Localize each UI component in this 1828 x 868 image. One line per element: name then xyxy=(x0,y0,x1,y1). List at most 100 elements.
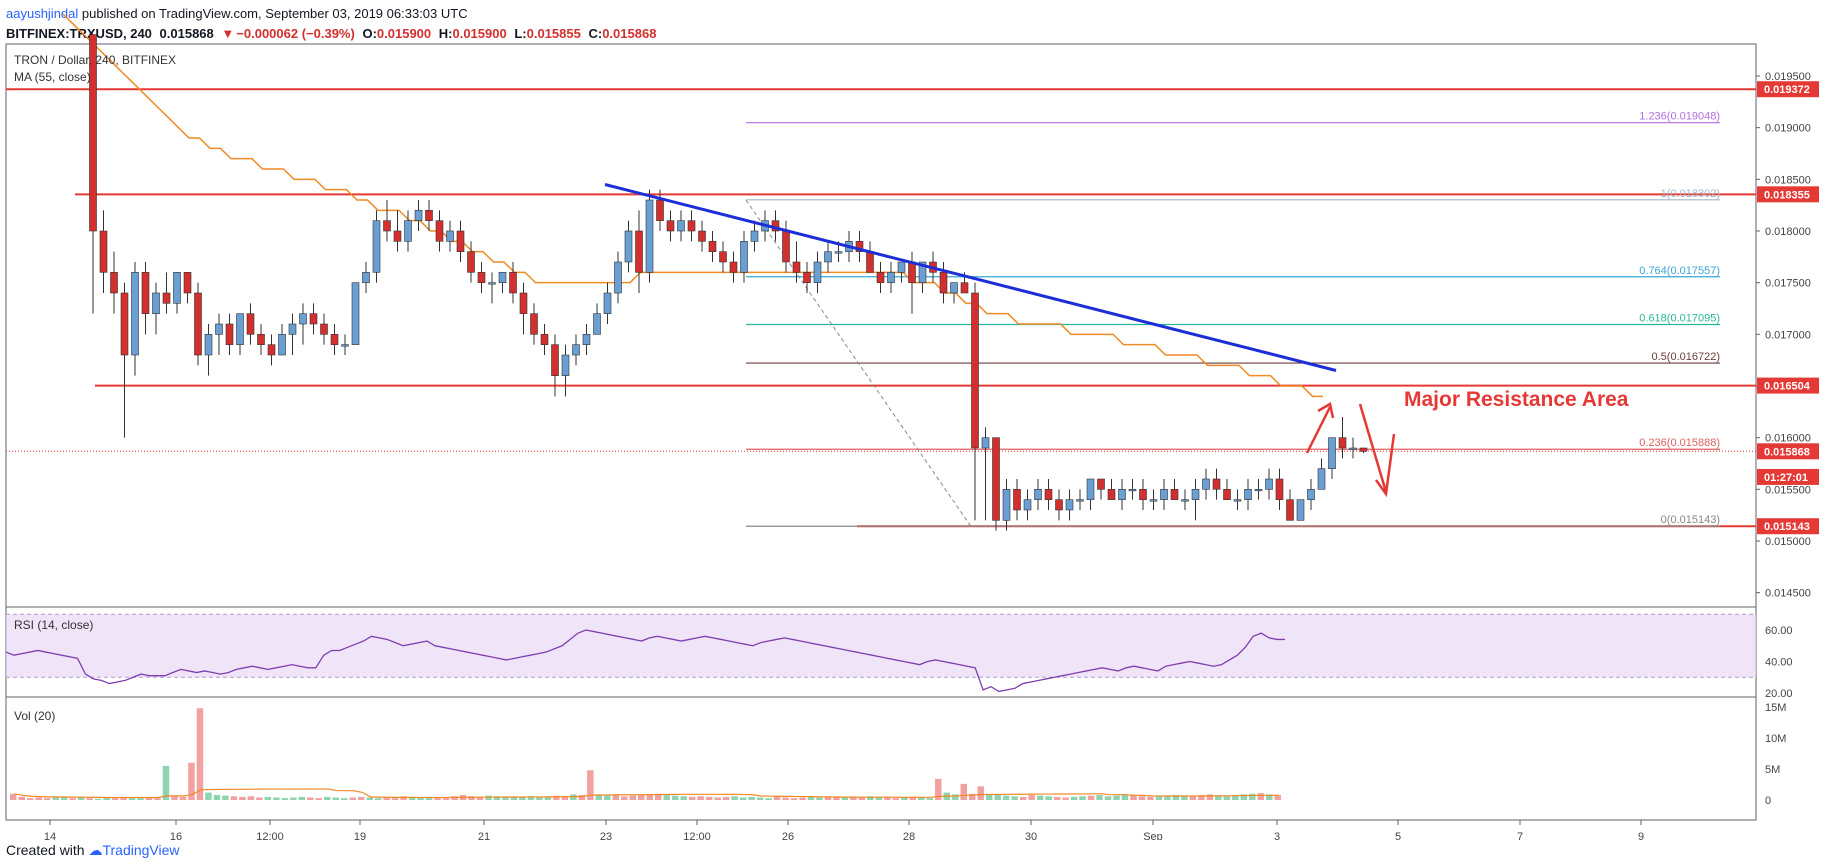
volume-bar xyxy=(841,797,849,800)
rsi-pane: 60.00 40.00 20.00 xyxy=(5,613,1793,700)
candle-body xyxy=(971,292,979,449)
fib-level-label: 0.5(0.016722) xyxy=(1652,351,1721,363)
candle-body xyxy=(1139,489,1147,500)
volume-bar xyxy=(705,796,713,800)
volume-bar xyxy=(909,796,917,800)
y-tick-label: 0.014500 xyxy=(1765,588,1811,600)
y-tick-label: 0.018500 xyxy=(1765,174,1811,186)
change-arrow-icon: ▼ xyxy=(221,26,235,41)
candle-body xyxy=(792,261,801,273)
candle-body xyxy=(351,282,360,345)
close-label: C: xyxy=(588,26,603,41)
published-text: published on TradingView.com, September … xyxy=(81,6,468,21)
volume-bar xyxy=(782,797,789,800)
volume-bar xyxy=(408,796,416,800)
candle-body xyxy=(288,323,297,335)
candle-body xyxy=(1349,447,1357,450)
candle-body xyxy=(1034,489,1042,500)
candle-body xyxy=(1023,499,1032,511)
volume-bar xyxy=(850,796,857,800)
volume-bar xyxy=(60,797,68,800)
volume-bar xyxy=(799,797,806,800)
price-tag-box xyxy=(1757,186,1819,203)
volume-bar xyxy=(52,796,59,800)
candle-body xyxy=(719,251,727,263)
price-tag-label: 01:27:01 xyxy=(1764,472,1808,484)
candle-body xyxy=(540,334,549,345)
candle-body xyxy=(1107,489,1116,500)
candle-body xyxy=(194,292,202,356)
volume-bar xyxy=(86,798,93,800)
volume-bar xyxy=(290,797,297,800)
author-link[interactable]: aayushjindal xyxy=(6,6,79,21)
candle-body xyxy=(572,344,580,356)
candle-body xyxy=(1202,478,1210,490)
volume-bar xyxy=(1096,795,1103,800)
candle-body xyxy=(645,199,654,273)
volume-bar xyxy=(391,798,399,800)
volume-bar xyxy=(324,796,331,800)
fibonacci-retracement[interactable]: 1.236(0.019048) 1(0.018302) 0.764(0.017557… xyxy=(745,111,1721,527)
volume-tick-label: 0 xyxy=(1765,795,1771,807)
candle-body xyxy=(950,282,958,294)
price-tag-label: 0.018355 xyxy=(1764,189,1810,201)
candle-body xyxy=(635,230,643,273)
volume-bar xyxy=(1172,795,1180,800)
candle-body xyxy=(624,230,633,263)
price-tag-box xyxy=(1757,468,1819,485)
x-tick-label: 12:00 xyxy=(683,831,711,840)
candle-body xyxy=(320,323,328,335)
volume-bar xyxy=(196,708,204,800)
volume-bar xyxy=(1002,795,1010,800)
fib-level-label: 0(0.015143) xyxy=(1661,514,1720,526)
candle-body xyxy=(1097,478,1105,490)
volume-bar xyxy=(561,796,569,800)
candle-body xyxy=(1002,489,1011,521)
ma55-line xyxy=(62,13,1323,398)
tradingview-link[interactable]: TradingView xyxy=(102,842,180,858)
tradingview-logo-icon: ☁ xyxy=(88,842,103,858)
volume-bar xyxy=(357,796,365,800)
trendline[interactable] xyxy=(604,183,1337,372)
candle-body xyxy=(866,251,874,273)
pane-title: TRON / Dollar, 240, BITFINEX xyxy=(14,53,176,67)
volume-bar xyxy=(35,797,42,800)
candle-body xyxy=(729,261,738,273)
volume-bar xyxy=(1113,795,1120,800)
volume-bar xyxy=(281,798,289,800)
time-axis-ticks: 14 16 12:00 19 21 23 12:00 26 28 30 Sep 3 5 7 9 xyxy=(44,820,1644,840)
x-tick-label: 7 xyxy=(1517,831,1523,840)
volume-bar xyxy=(1121,794,1129,800)
high-value: 0.015900 xyxy=(452,26,507,41)
candle-body xyxy=(939,272,948,294)
candle-body xyxy=(1286,499,1294,521)
volume-bar xyxy=(892,798,900,800)
candle-body xyxy=(488,282,496,285)
candle-body xyxy=(561,354,570,376)
candle-body xyxy=(204,334,213,356)
candle-body xyxy=(414,210,423,221)
price-chart[interactable]: 0.019500 0.019000 0.018500 0.018000 0.017500… xyxy=(0,0,1828,840)
footer: Created with ☁TradingView xyxy=(6,842,180,859)
volume-bar xyxy=(1198,795,1205,800)
volume-bar xyxy=(952,794,959,800)
x-tick-label: 16 xyxy=(170,831,182,840)
volume-bar xyxy=(69,798,76,800)
candle-body xyxy=(1254,489,1263,492)
volume-bar xyxy=(748,796,755,800)
volume-bar xyxy=(103,797,110,800)
open-value: 0.015900 xyxy=(376,26,432,41)
up-arrow-line xyxy=(1305,406,1332,454)
volume-bar xyxy=(1045,796,1052,800)
volume-bar xyxy=(1274,795,1281,800)
candle-body xyxy=(120,292,129,356)
candle-body xyxy=(1359,447,1368,452)
fib-level-label: 1.236(0.019048) xyxy=(1639,111,1720,123)
candle-body xyxy=(267,344,276,356)
volume-bar xyxy=(502,796,509,800)
volume-bar xyxy=(858,797,866,800)
volume-bar xyxy=(926,798,934,800)
volume-ma-line xyxy=(14,788,1279,799)
up-arrow-head xyxy=(1317,402,1335,419)
volume-bar xyxy=(1223,796,1231,800)
